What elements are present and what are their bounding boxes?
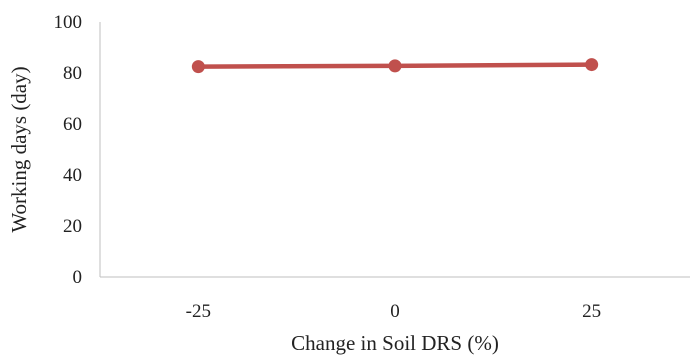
y-tick-label: 0 [73,267,83,288]
series-layer [191,58,599,74]
y-axis: 0 20 40 60 80 100 [54,12,101,288]
x-tick-label: 25 [582,301,601,322]
y-tick-label: 40 [63,165,82,186]
y-tick-label: 80 [63,63,82,84]
data-point [585,58,599,72]
y-tick-label: 60 [63,114,82,135]
x-axis: -25 0 25 [100,276,690,322]
y-axis-title: Working days (day) [7,66,31,232]
y-tick-label: 20 [63,216,82,237]
data-point [388,59,402,73]
x-tick-label: 0 [390,301,400,322]
data-point [191,60,205,74]
x-tick-label: -25 [186,301,211,322]
x-axis-title: Change in Soil DRS (%) [291,331,499,355]
y-tick-label: 100 [54,12,83,33]
